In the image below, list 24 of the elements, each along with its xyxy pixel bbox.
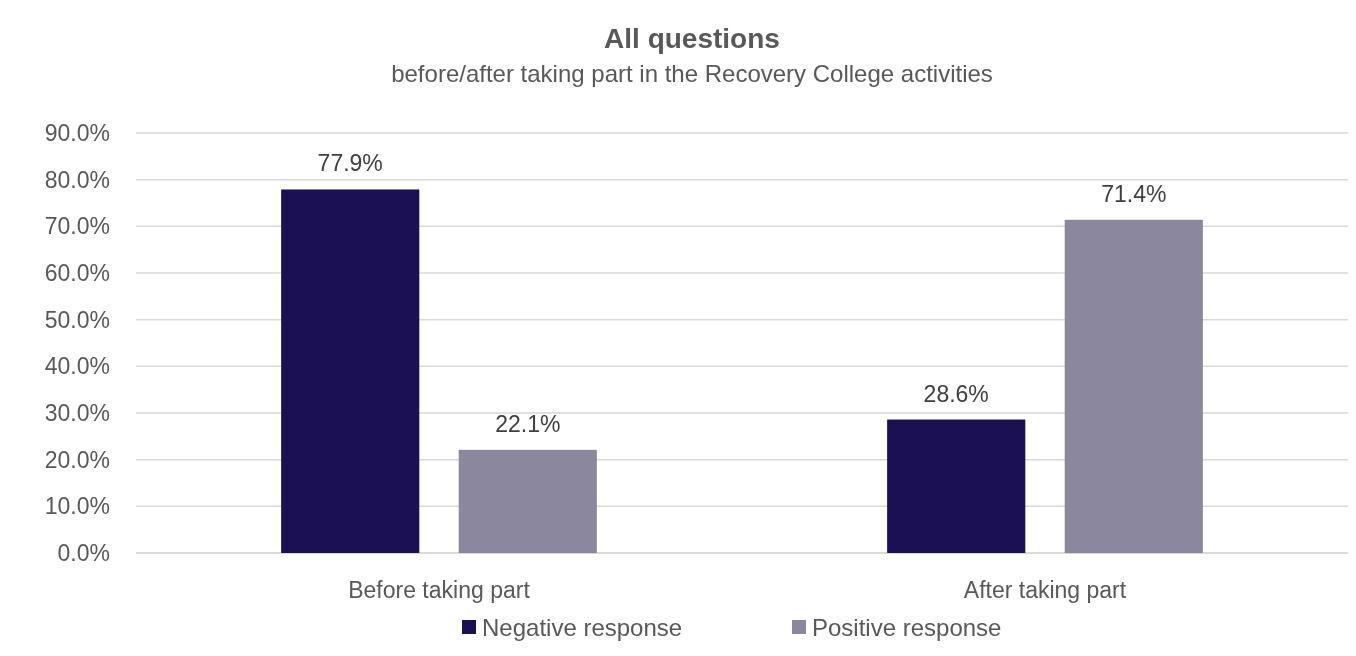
x-tick-label: After taking part <box>963 577 1127 603</box>
chart-subtitle: before/after taking part in the Recovery College activities <box>391 60 993 87</box>
data-label: 22.1% <box>495 410 561 437</box>
y-tick-label: 20.0% <box>44 446 110 473</box>
bar <box>281 189 420 553</box>
chart-title: All questions <box>604 23 780 54</box>
x-tick-label: Before taking part <box>348 577 531 603</box>
y-tick-label: 10.0% <box>44 493 110 520</box>
y-tick-label: 80.0% <box>44 166 110 193</box>
data-label: 71.4% <box>1101 180 1167 207</box>
legend-label: Positive response <box>812 614 1002 641</box>
legend-label: Negative response <box>482 614 683 641</box>
y-tick-label: 90.0% <box>44 120 110 147</box>
y-tick-label: 30.0% <box>44 400 110 427</box>
bar <box>887 419 1026 553</box>
data-label: 77.9% <box>317 150 383 177</box>
y-tick-label: 0.0% <box>57 540 110 567</box>
y-tick-label: 70.0% <box>44 213 110 240</box>
bar <box>1064 219 1203 553</box>
data-label: 28.6% <box>923 380 989 407</box>
y-tick-label: 40.0% <box>44 353 110 380</box>
y-tick-label: 50.0% <box>44 306 110 333</box>
bar <box>458 449 597 553</box>
y-tick-label: 60.0% <box>44 260 110 287</box>
